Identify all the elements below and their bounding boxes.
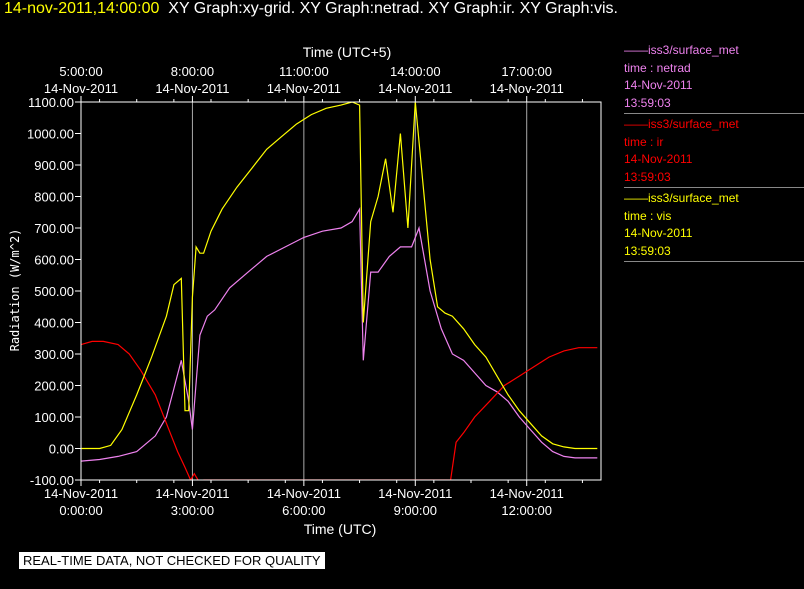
- x-tick-time: 12:00:00: [501, 503, 552, 518]
- x-tick-time: 0:00:00: [59, 503, 102, 518]
- x2-tick-date: 14-Nov-2011: [44, 81, 118, 96]
- x2-tick-time: 14:00:00: [390, 64, 441, 79]
- x-tick-date: 14-Nov-2011: [155, 486, 229, 501]
- y-axis-label: Radiation (W/m^2): [8, 229, 22, 352]
- y-tick-label: -100.00: [30, 473, 74, 488]
- x-axis-bottom: 14-Nov-2011 0:00:00 14-Nov-2011 3:00:00 14-N…: [44, 480, 583, 518]
- legend-time-netrad: 13:59:03: [624, 95, 671, 110]
- series-line-vis: [81, 102, 598, 450]
- legend-entry-ir: ——iss3/surface_met time : ir 14-Nov-2011…: [624, 116, 804, 188]
- title-bar: 14-nov-2011,14:00:00 XY Graph:xy-grid. X…: [4, 0, 618, 18]
- legend-entry-netrad: ——iss3/surface_met time : netrad 14-Nov-…: [624, 42, 804, 114]
- legend-var-ir: time : ir: [624, 134, 664, 149]
- y-tick-label: 200.00: [34, 379, 74, 394]
- x2-tick-time: 17:00:00: [501, 64, 552, 79]
- x-tick-date: 14-Nov-2011: [490, 486, 564, 501]
- y-tick-label: 1000.00: [27, 127, 74, 142]
- y-tick-label: 700.00: [34, 221, 74, 236]
- legend-line-vis: ——iss3/surface_met: [624, 191, 739, 205]
- x2-tick-time: 5:00:00: [59, 64, 102, 79]
- x-tick-time: 6:00:00: [282, 503, 325, 518]
- legend-var-vis: time : vis: [624, 208, 672, 223]
- x2-tick-date: 14-Nov-2011: [155, 81, 229, 96]
- x2-tick-time: 8:00:00: [171, 64, 214, 79]
- legend-date-ir: 14-Nov-2011: [624, 152, 693, 166]
- x-tick-time: 3:00:00: [171, 503, 214, 518]
- y-tick-label: 800.00: [34, 190, 74, 205]
- y-tick-label: 300.00: [34, 347, 74, 362]
- legend-line-ir: ——iss3/surface_met: [624, 117, 739, 131]
- legend-time-ir: 13:59:03: [624, 169, 671, 184]
- y-tick-label: 500.00: [34, 284, 74, 299]
- series-group: [81, 102, 598, 480]
- x2-tick-date: 14-Nov-2011: [378, 81, 452, 96]
- x-axis-label: Time (UTC): [304, 521, 377, 537]
- legend-line-netrad: ——iss3/surface_met: [624, 43, 739, 57]
- series-line-netrad: [81, 207, 598, 462]
- x-tick-date: 14-Nov-2011: [378, 486, 452, 501]
- y-tick-label: 100.00: [34, 410, 74, 425]
- series-line-ir: [81, 340, 598, 480]
- quality-disclaimer: REAL-TIME DATA, NOT CHECKED FOR QUALITY: [19, 552, 325, 569]
- y-tick-label: 900.00: [34, 158, 74, 173]
- x-tick-date: 14-Nov-2011: [44, 486, 118, 501]
- legend-var-netrad: time : netrad: [624, 60, 691, 75]
- legend-time-vis: 13:59:03: [624, 243, 671, 258]
- timestamp: 14-nov-2011,14:00:00: [4, 0, 160, 17]
- y-tick-label: 600.00: [34, 253, 74, 268]
- x-tick-date: 14-Nov-2011: [267, 486, 341, 501]
- grid: [191, 102, 528, 480]
- x2-tick-date: 14-Nov-2011: [267, 81, 341, 96]
- legend-date-netrad: 14-Nov-2011: [624, 78, 693, 92]
- legend: ——iss3/surface_met time : netrad 14-Nov-…: [624, 42, 804, 264]
- y-tick-label: 400.00: [34, 316, 74, 331]
- x2-tick-time: 11:00:00: [279, 64, 329, 79]
- legend-entry-vis: ——iss3/surface_met time : vis 14-Nov-201…: [624, 190, 804, 262]
- plot-frame: [80, 101, 602, 481]
- x2-tick-date: 14-Nov-2011: [490, 81, 564, 96]
- y-axis: -100.00 0.00 100.00 200.00 300.00 400.00 500.0…: [27, 95, 81, 488]
- y-tick-label: 1100.00: [28, 95, 74, 110]
- y-tick-label: 0.00: [49, 442, 74, 457]
- top-axis-label: Time (UTC+5): [303, 44, 392, 60]
- graph-list: XY Graph:xy-grid. XY Graph:netrad. XY Gr…: [168, 0, 618, 17]
- legend-date-vis: 14-Nov-2011: [624, 226, 693, 240]
- x-tick-time: 9:00:00: [394, 503, 437, 518]
- x-axis-top: 5:00:00 14-Nov-2011 8:00:00 14-Nov-2011 11:0…: [44, 64, 583, 102]
